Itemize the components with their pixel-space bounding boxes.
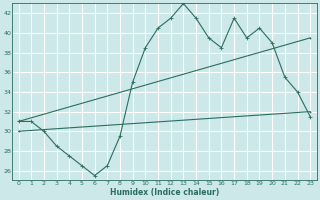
X-axis label: Humidex (Indice chaleur): Humidex (Indice chaleur) [110, 188, 219, 197]
